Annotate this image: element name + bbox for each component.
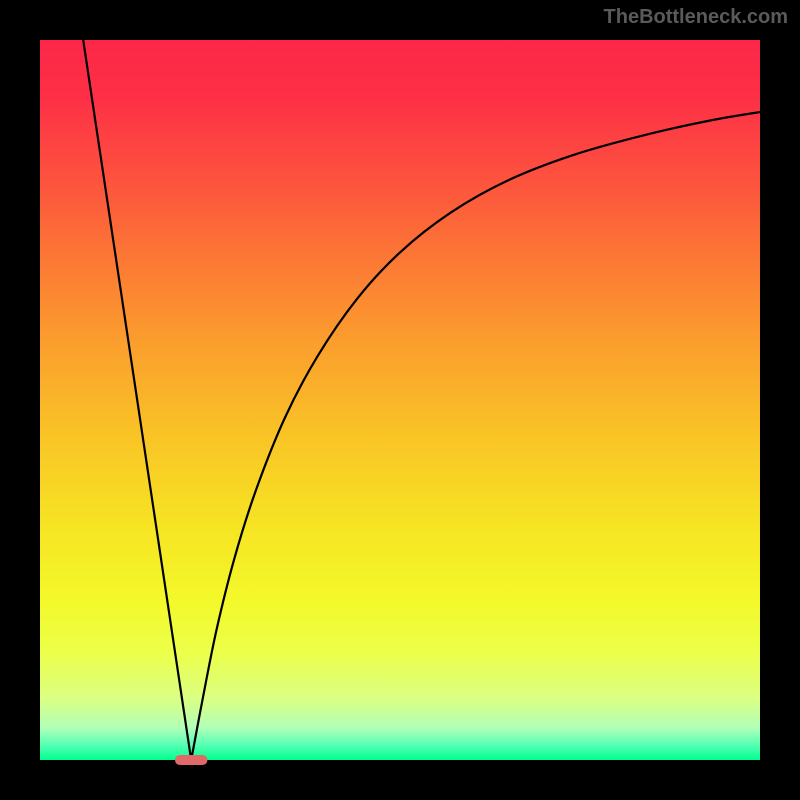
watermark-text: TheBottleneck.com — [604, 6, 788, 29]
optimum-marker — [175, 755, 207, 765]
chart-container: TheBottleneck.com — [0, 0, 800, 800]
plot-background — [40, 40, 760, 760]
chart-svg — [0, 0, 800, 800]
